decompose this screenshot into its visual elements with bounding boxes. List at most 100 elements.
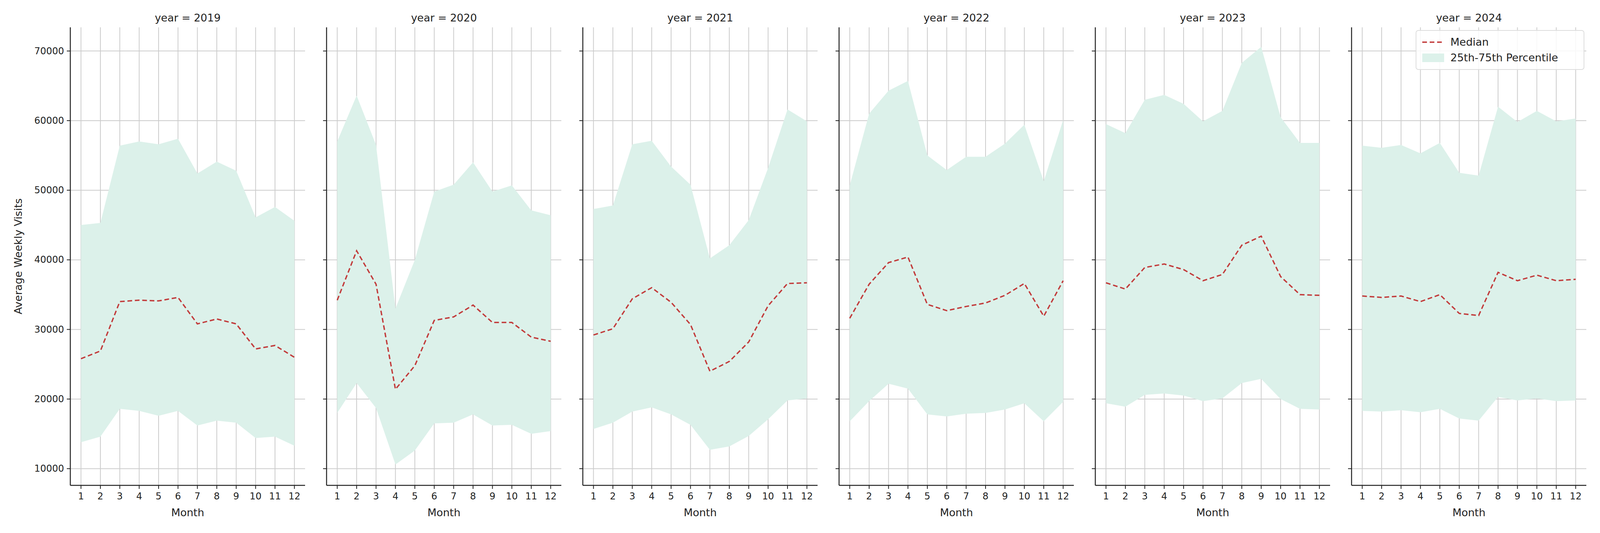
x-tick <box>1299 485 1301 490</box>
x-tick <box>550 485 552 490</box>
x-tick <box>690 485 692 490</box>
x-tick-label: 6 <box>431 491 438 502</box>
x-tick <box>138 485 140 490</box>
x-tick <box>632 485 633 490</box>
panel-title: year = 2021 <box>667 11 734 24</box>
x-tick-label: 3 <box>373 491 379 502</box>
x-tick-label: 6 <box>1456 491 1463 502</box>
y-tick <box>323 120 327 122</box>
x-tick-label: 7 <box>707 491 713 502</box>
x-tick <box>472 485 474 490</box>
x-tick-label: 9 <box>233 491 240 502</box>
x-axis <box>70 485 306 487</box>
x-tick-label: 3 <box>1398 491 1404 502</box>
x-tick <box>1517 485 1518 490</box>
panel: 123456789101112year = 2024MonthMedian25t… <box>1348 11 1587 519</box>
x-tick <box>414 485 416 490</box>
figure: 1234567891011121000020000300004000050000… <box>0 0 1600 533</box>
x-tick-label: 5 <box>155 491 162 502</box>
x-tick-label: 12 <box>544 491 557 502</box>
legend-label: 25th-75th Percentile <box>1450 51 1559 64</box>
x-tick <box>1555 485 1557 490</box>
x-tick <box>1043 485 1045 490</box>
x-axis-label: Month <box>939 506 974 519</box>
x-tick-label: 8 <box>1238 491 1245 502</box>
grid-line-y <box>839 50 1074 52</box>
x-tick <box>1478 485 1479 490</box>
x-tick-label: 11 <box>781 491 794 502</box>
x-tick <box>433 485 435 490</box>
x-tick <box>1202 485 1204 490</box>
x-tick-label: 10 <box>1274 491 1287 502</box>
y-tick <box>1091 398 1096 400</box>
x-tick <box>1221 485 1223 490</box>
x-tick <box>849 485 850 490</box>
percentile-band <box>1105 46 1320 410</box>
x-tick-label: 11 <box>1037 491 1050 502</box>
median-line <box>849 257 1063 319</box>
x-tick <box>1439 485 1441 490</box>
y-tick <box>579 398 583 400</box>
panel: 123456789101112year = 2022Month <box>835 11 1074 519</box>
grid-line-y <box>70 120 306 122</box>
data-group <box>1362 106 1576 421</box>
y-tick <box>579 259 583 261</box>
x-tick <box>1361 485 1363 490</box>
median-line <box>337 250 551 390</box>
x-tick <box>177 485 179 490</box>
x-tick-label: 12 <box>1057 491 1070 502</box>
y-tick <box>1348 189 1352 191</box>
x-tick <box>356 485 358 490</box>
x-tick <box>1536 485 1538 490</box>
x-tick <box>651 485 652 490</box>
x-tick <box>767 485 769 490</box>
x-tick <box>80 485 82 490</box>
x-tick <box>216 485 218 490</box>
x-tick <box>965 485 967 490</box>
x-tick <box>1260 485 1262 490</box>
x-tick <box>1400 485 1402 490</box>
x-tick-label: 10 <box>249 491 262 502</box>
x-tick-label: 1 <box>846 491 853 502</box>
panel-title: year = 2020 <box>410 11 477 24</box>
y-tick <box>835 329 840 331</box>
x-axis <box>839 485 1074 487</box>
x-tick-label: 4 <box>905 491 911 502</box>
percentile-band <box>337 95 551 465</box>
y-tick <box>835 398 840 400</box>
data-group <box>593 109 807 450</box>
grid-line-y <box>1351 468 1587 470</box>
x-tick-label: 5 <box>667 491 674 502</box>
y-tick <box>579 189 583 191</box>
x-tick-label: 3 <box>885 491 892 502</box>
y-tick <box>1091 50 1096 52</box>
y-tick <box>323 398 327 400</box>
x-tick <box>1458 485 1460 490</box>
x-tick-label: 7 <box>1219 491 1226 502</box>
y-tick <box>323 468 327 470</box>
data-group <box>337 95 551 465</box>
x-tick-label: 7 <box>1475 491 1482 502</box>
data-group <box>1105 46 1320 410</box>
x-tick <box>1105 485 1107 490</box>
legend-swatch <box>1422 53 1445 63</box>
x-tick-label: 8 <box>726 491 733 502</box>
x-tick <box>907 485 909 490</box>
panel: 1234567891011121000020000300004000050000… <box>12 11 306 519</box>
x-tick <box>888 485 890 490</box>
y-tick <box>1091 468 1096 470</box>
y-tick <box>323 259 327 261</box>
median-line <box>1362 272 1576 317</box>
x-tick-label: 6 <box>943 491 950 502</box>
y-tick <box>1091 120 1096 122</box>
x-tick-label: 6 <box>687 491 694 502</box>
panel-title: year = 2022 <box>923 11 990 24</box>
x-tick <box>1319 485 1320 490</box>
x-tick <box>1241 485 1243 490</box>
y-tick <box>1091 329 1096 331</box>
y-tick <box>835 259 840 261</box>
y-tick <box>66 398 71 400</box>
x-tick <box>1419 485 1421 490</box>
y-tick <box>323 189 327 191</box>
y-tick <box>66 189 71 191</box>
